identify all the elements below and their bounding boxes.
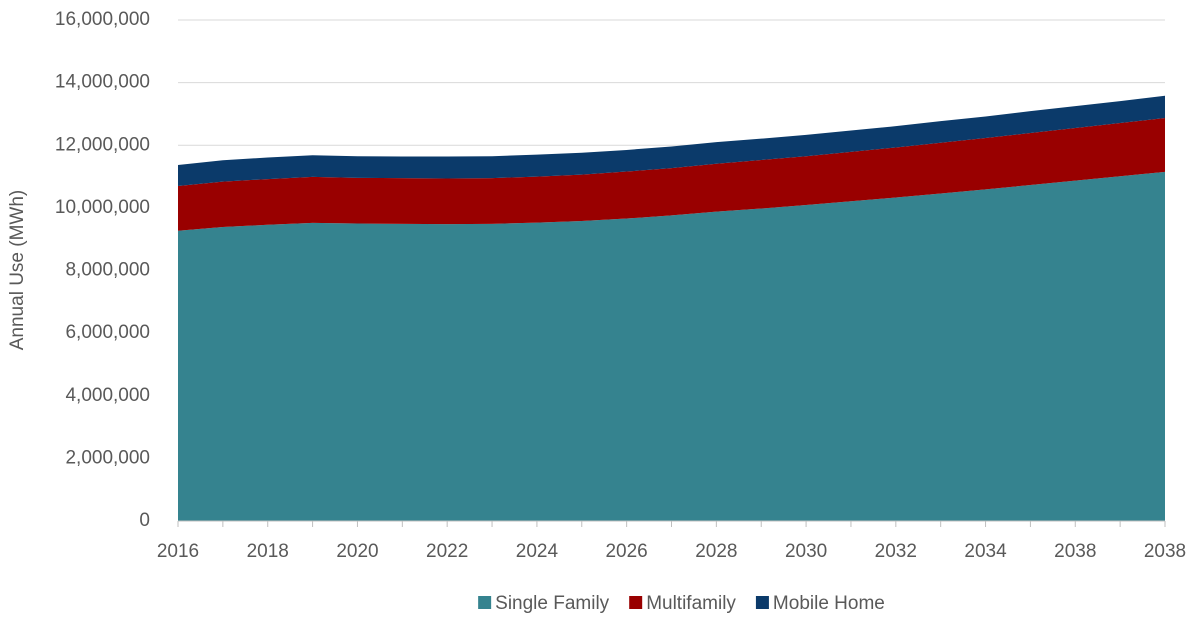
y-tick-label: 4,000,000 <box>65 385 150 406</box>
x-tick-label: 2020 <box>336 541 378 562</box>
y-tick-label: 6,000,000 <box>65 322 150 343</box>
y-tick-label: 14,000,000 <box>55 72 150 93</box>
x-tick-label: 2038 <box>1144 541 1186 562</box>
x-tick-label: 2030 <box>785 541 827 562</box>
legend-label: Single Family <box>495 593 610 614</box>
legend-label: Mobile Home <box>773 593 885 614</box>
area <box>178 171 1165 521</box>
x-tick-label: 2028 <box>695 541 737 562</box>
y-tick-label: 16,000,000 <box>55 9 150 30</box>
y-tick-label: 10,000,000 <box>55 197 150 218</box>
x-tick-label: 2022 <box>426 541 468 562</box>
area <box>178 118 1165 231</box>
legend-swatch <box>629 596 643 609</box>
y-tick-label: 2,000,000 <box>65 447 150 468</box>
x-tick-label: 2034 <box>964 541 1007 562</box>
x-tick-label: 2024 <box>516 541 559 562</box>
y-tick-label: 8,000,000 <box>65 260 150 281</box>
x-tick-label: 2032 <box>875 541 917 562</box>
legend-swatch <box>478 596 492 609</box>
x-tick-label: 2018 <box>247 541 289 562</box>
x-tick-label: 2038 <box>1054 541 1096 562</box>
x-tick-label: 2026 <box>605 541 647 562</box>
y-tick-label: 12,000,000 <box>55 134 150 155</box>
legend-swatch <box>755 596 769 609</box>
y-axis-title: Annual Use (MWh) <box>7 190 28 351</box>
x-tick-label: 2016 <box>157 541 199 562</box>
legend-label: Multifamily <box>646 593 736 614</box>
y-tick-label: 0 <box>139 510 150 531</box>
area <box>178 95 1165 186</box>
